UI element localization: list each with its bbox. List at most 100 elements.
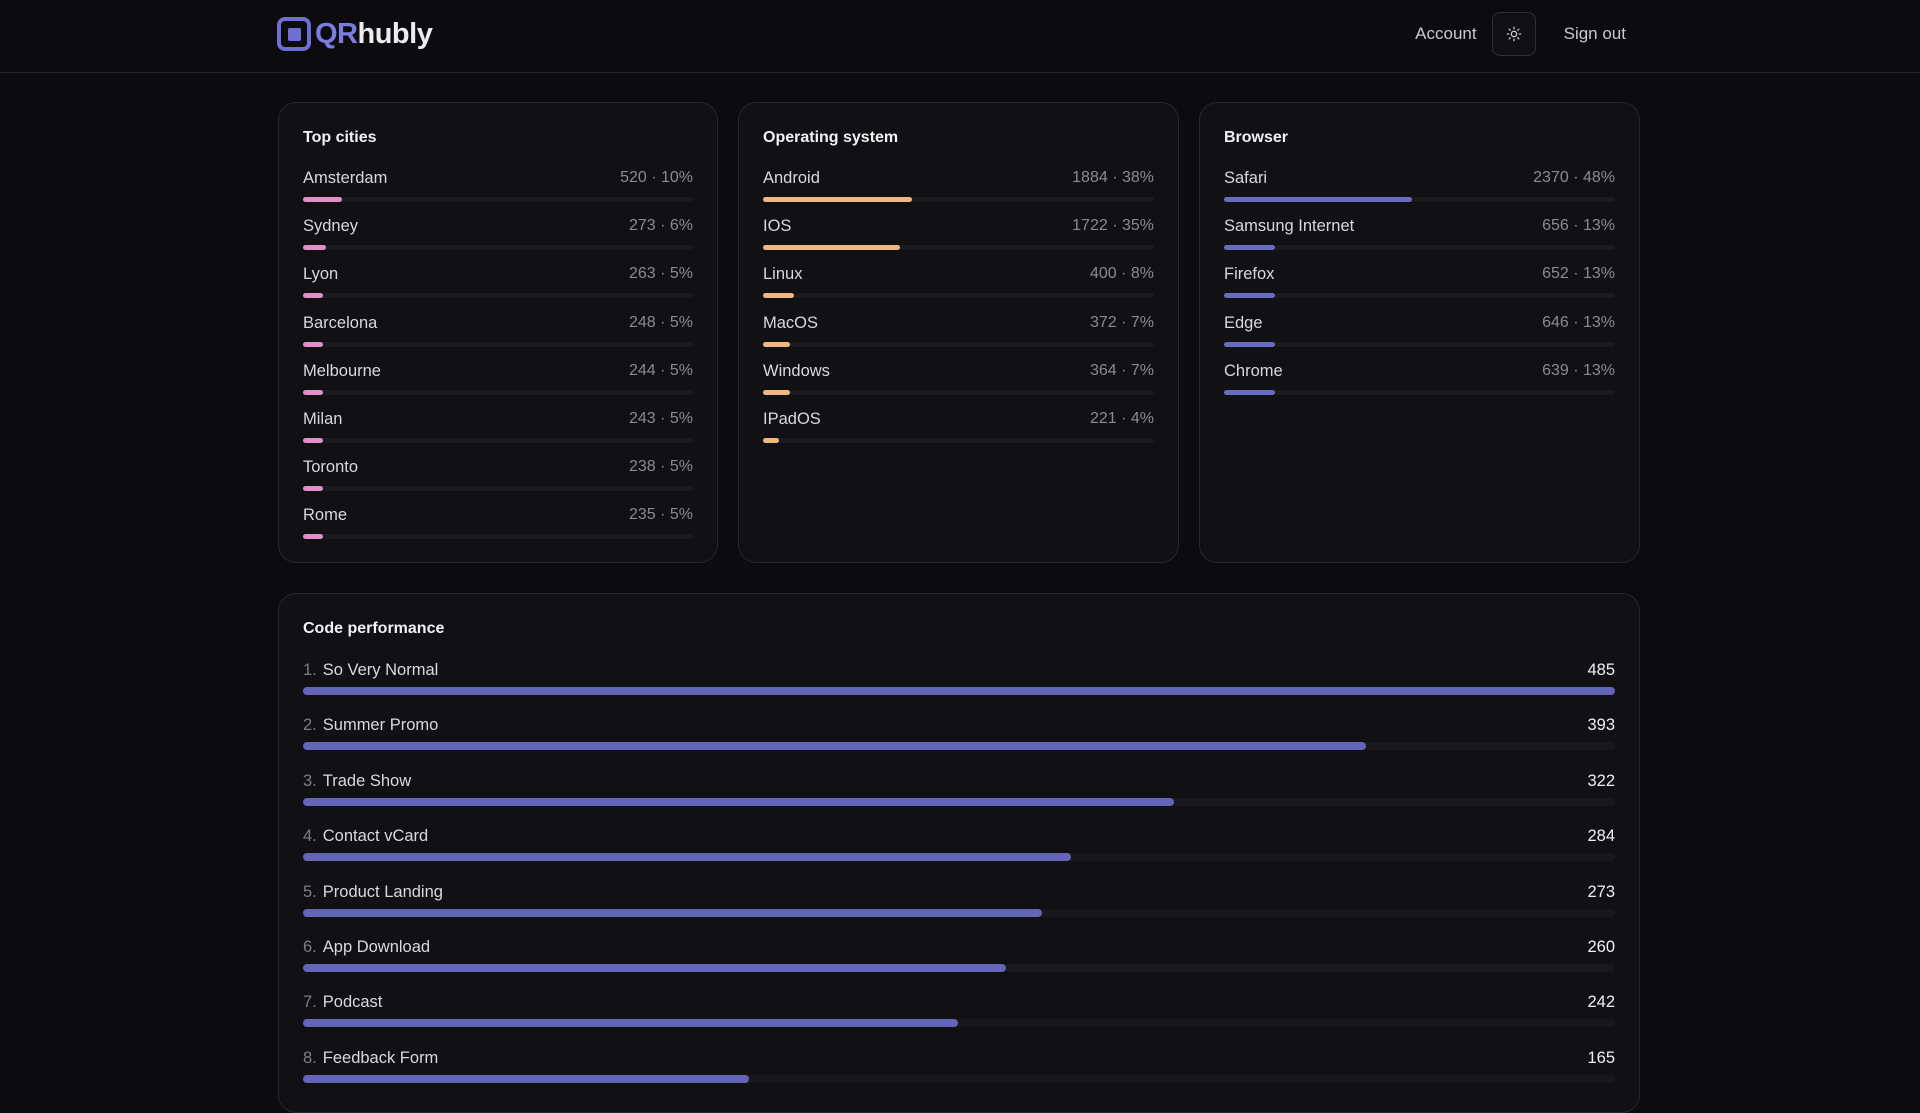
code-name: Product Landing [322, 882, 443, 901]
list-item: Samsung Internet 656 · 13% [1224, 217, 1615, 265]
code-rank: 5. [303, 882, 317, 901]
item-stat: 2370 · 48% [1533, 169, 1615, 186]
list-item: Sydney 273 · 6% [303, 217, 693, 265]
performance-fill [303, 908, 1042, 917]
top-header: QRhubly Account Sign out [0, 0, 1920, 73]
performance-row[interactable]: 7. Podcast 242 [303, 993, 1615, 1048]
code-scan-count: 393 [1587, 716, 1615, 735]
performance-row[interactable]: 5. Product Landing 273 [303, 883, 1615, 938]
performance-fill [303, 742, 1367, 751]
item-label: Linux [763, 265, 803, 284]
item-stat: 656 · 13% [1542, 217, 1615, 235]
item-stat: 235 · 5% [628, 506, 693, 524]
item-label: Android [763, 169, 820, 187]
progress-track [303, 486, 693, 492]
progress-track [303, 245, 693, 251]
header-nav: Account Sign out [1415, 12, 1626, 56]
code-name: Trade Show [322, 771, 412, 790]
performance-row[interactable]: 6. App Download 260 [303, 938, 1615, 993]
performance-track [303, 963, 1615, 972]
code-label: 3. Trade Show [303, 772, 411, 791]
code-label: 5. Product Landing [303, 883, 443, 902]
code-rank: 1. [303, 661, 317, 679]
code-scan-count: 284 [1587, 827, 1615, 846]
progress-track [303, 389, 693, 395]
progress-track [303, 341, 693, 347]
item-stat: 243 · 5% [628, 409, 693, 427]
code-name: So Very Normal [322, 661, 439, 679]
progress-fill [303, 486, 323, 492]
theme-toggle-button[interactable] [1491, 12, 1536, 56]
code-rank: 6. [303, 937, 317, 956]
list-item: MacOS 372 · 7% [763, 314, 1154, 362]
item-stat: 639 · 13% [1542, 361, 1615, 379]
performance-track [303, 1019, 1615, 1028]
item-stat: 1884 · 38% [1072, 169, 1154, 186]
list-item: Barcelona 248 · 5% [303, 314, 693, 362]
logo-name-text: hubly [357, 17, 433, 50]
os-list: Android 1884 · 38% IOS 1722 · 35% Linux 400 ·… [763, 169, 1154, 458]
performance-row[interactable]: 4. Contact vCard 284 [303, 827, 1615, 882]
item-stat: 652 · 13% [1542, 265, 1615, 283]
progress-track [303, 437, 693, 443]
item-label: Edge [1224, 313, 1263, 332]
performance-track [303, 853, 1615, 862]
logo[interactable]: QRhubly [277, 16, 433, 52]
item-label: Chrome [1224, 361, 1283, 380]
code-scan-count: 242 [1587, 993, 1615, 1012]
performance-row[interactable]: 8. Feedback Form 165 [303, 1049, 1615, 1104]
browser-list: Safari 2370 · 48% Samsung Internet 656 · 13… [1224, 169, 1615, 410]
list-item: Toronto 238 · 5% [303, 458, 693, 506]
code-performance-card: Code performance 1. So Very Normal 485 2. Su… [278, 593, 1640, 1113]
progress-fill [1224, 293, 1275, 299]
progress-fill [1224, 197, 1412, 202]
code-scan-count: 485 [1587, 661, 1615, 679]
list-item: Safari 2370 · 48% [1224, 169, 1615, 217]
list-item: Rome 235 · 5% [303, 506, 693, 554]
card-title: Browser [1224, 129, 1289, 146]
performance-row[interactable]: 2. Summer Promo 393 [303, 716, 1615, 771]
progress-fill [763, 245, 900, 251]
progress-fill [303, 341, 323, 347]
performance-row[interactable]: 1. So Very Normal 485 [303, 661, 1615, 716]
progress-track [763, 437, 1154, 443]
progress-fill [303, 245, 327, 251]
account-link[interactable]: Account [1415, 24, 1477, 43]
code-rank: 8. [303, 1048, 317, 1067]
item-label: Sydney [303, 217, 359, 236]
item-stat: 1722 · 35% [1072, 217, 1154, 235]
code-label: 4. Contact vCard [303, 827, 428, 846]
code-rank: 4. [303, 827, 317, 846]
item-label: Safari [1224, 169, 1268, 187]
item-stat: 248 · 5% [628, 313, 693, 331]
list-item: Firefox 652 · 13% [1224, 265, 1615, 313]
logo-mark-icon [277, 17, 311, 51]
performance-fill [303, 687, 1615, 695]
performance-fill [303, 1019, 958, 1028]
performance-track [303, 1074, 1615, 1083]
progress-track [763, 389, 1154, 395]
progress-fill [1224, 389, 1275, 395]
code-scan-count: 273 [1587, 882, 1615, 901]
progress-fill [303, 437, 323, 443]
sign-out-link[interactable]: Sign out [1563, 24, 1626, 43]
progress-track [1224, 197, 1615, 202]
item-stat: 244 · 5% [628, 361, 693, 379]
progress-fill [303, 389, 323, 395]
progress-fill [303, 534, 323, 540]
list-item: IOS 1722 · 35% [763, 217, 1154, 265]
item-label: Firefox [1224, 265, 1275, 284]
progress-track [1224, 389, 1615, 395]
item-stat: 520 · 10% [620, 169, 693, 186]
performance-row[interactable]: 3. Trade Show 322 [303, 772, 1615, 827]
performance-track [303, 687, 1615, 695]
progress-fill [763, 197, 912, 202]
item-label: Samsung Internet [1224, 217, 1355, 236]
progress-track [303, 197, 693, 202]
card-title: Operating system [763, 129, 899, 146]
progress-fill [1224, 341, 1275, 347]
item-label: Toronto [303, 458, 359, 477]
code-label: 8. Feedback Form [303, 1049, 438, 1068]
item-label: Lyon [303, 265, 339, 284]
progress-track [1224, 341, 1615, 347]
